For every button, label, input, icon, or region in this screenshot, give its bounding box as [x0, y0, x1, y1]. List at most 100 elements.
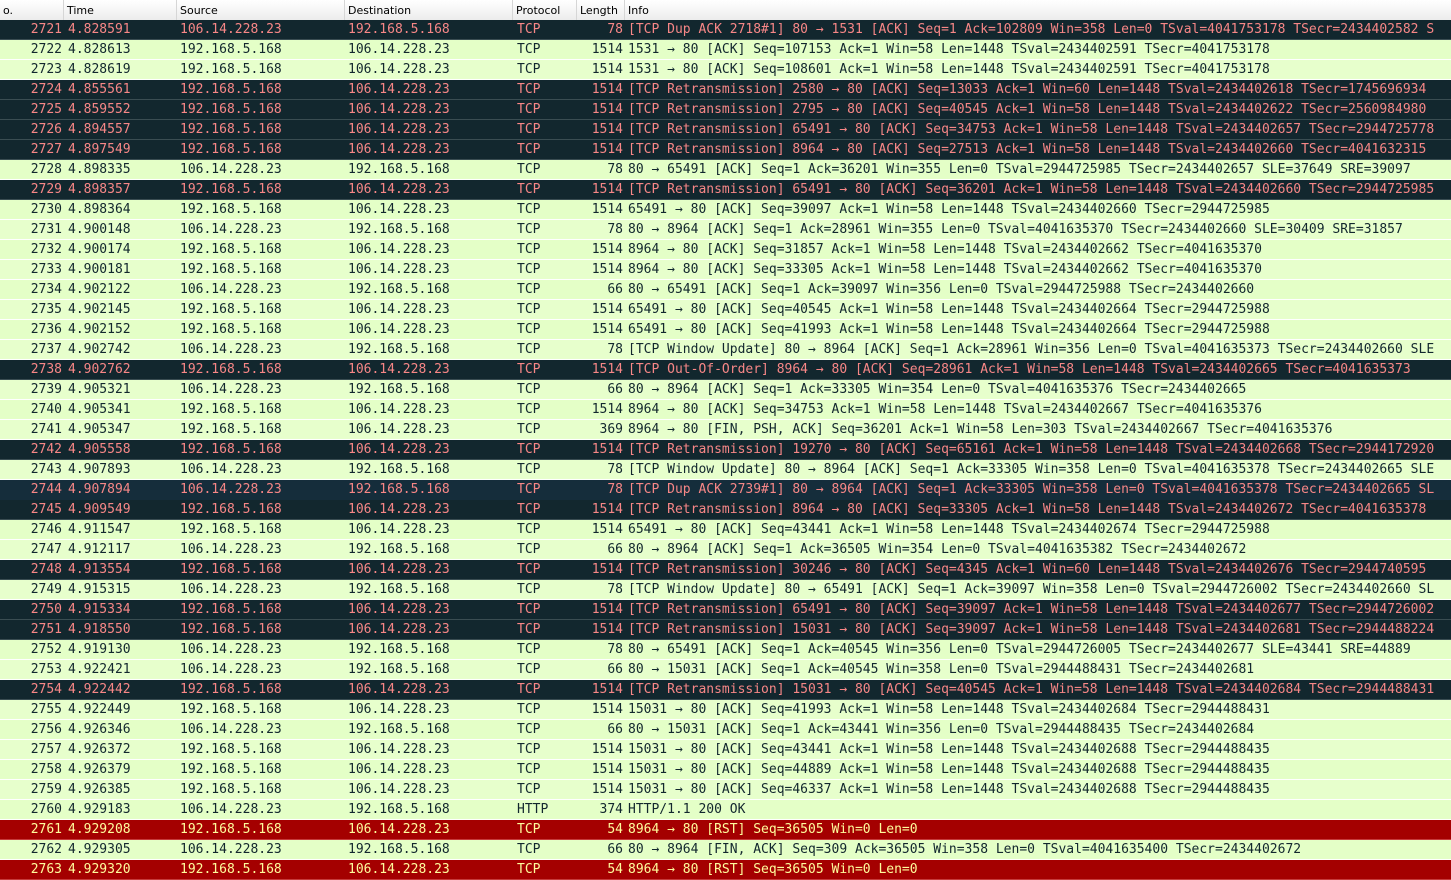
packet-number: 2752	[30, 642, 62, 657]
packet-row[interactable]: 2749 4.915315 106.14.228.23 192.168.5.168 TC…	[0, 580, 1451, 600]
packet-protocol: TCP	[517, 402, 541, 417]
packet-row[interactable]: 2759 4.926385 192.168.5.168 106.14.228.23 TC…	[0, 780, 1451, 800]
packet-row[interactable]: 2730 4.898364 192.168.5.168 106.14.228.23 TC…	[0, 200, 1451, 220]
packet-destination: 192.168.5.168	[348, 22, 450, 37]
packet-row[interactable]: 2754 4.922442 192.168.5.168 106.14.228.23 TC…	[0, 680, 1451, 700]
packet-source: 106.14.228.23	[180, 22, 282, 37]
packet-length: 1514	[591, 242, 623, 257]
packet-number: 2753	[30, 662, 62, 677]
packet-row[interactable]: 2733 4.900181 192.168.5.168 106.14.228.23 TC…	[0, 260, 1451, 280]
packet-protocol: TCP	[517, 622, 541, 637]
packet-protocol: TCP	[517, 362, 541, 377]
packet-row[interactable]: 2728 4.898335 106.14.228.23 192.168.5.168 TC…	[0, 160, 1451, 180]
packet-destination: 192.168.5.168	[348, 282, 450, 297]
packet-time: 4.828619	[68, 62, 131, 77]
packet-row[interactable]: 2737 4.902742 106.14.228.23 192.168.5.168 TC…	[0, 340, 1451, 360]
packet-row[interactable]: 2742 4.905558 192.168.5.168 106.14.228.23 TC…	[0, 440, 1451, 460]
column-header-source[interactable]: Source	[177, 0, 345, 20]
packet-row[interactable]: 2740 4.905341 192.168.5.168 106.14.228.23 TC…	[0, 400, 1451, 420]
packet-time: 4.898357	[68, 182, 131, 197]
packet-number: 2725	[30, 102, 62, 117]
packet-length: 54	[607, 862, 623, 877]
packet-destination: 106.14.228.23	[348, 682, 450, 697]
column-header-no[interactable]: o.	[0, 0, 64, 20]
packet-row[interactable]: 2763 4.929320 192.168.5.168 106.14.228.23 TC…	[0, 860, 1451, 880]
packet-row[interactable]: 2746 4.911547 192.168.5.168 106.14.228.23 TC…	[0, 520, 1451, 540]
packet-row[interactable]: 2741 4.905347 192.168.5.168 106.14.228.23 TC…	[0, 420, 1451, 440]
packet-row[interactable]: 2753 4.922421 106.14.228.23 192.168.5.168 TC…	[0, 660, 1451, 680]
packet-length: 1514	[591, 502, 623, 517]
packet-source: 106.14.228.23	[180, 542, 282, 557]
packet-row[interactable]: 2755 4.922449 192.168.5.168 106.14.228.23 TC…	[0, 700, 1451, 720]
packet-length: 78	[607, 222, 623, 237]
packet-row[interactable]: 2756 4.926346 106.14.228.23 192.168.5.168 TC…	[0, 720, 1451, 740]
packet-protocol: TCP	[517, 342, 541, 357]
packet-protocol: TCP	[517, 542, 541, 557]
packet-number: 2732	[30, 242, 62, 257]
packet-length: 1514	[591, 122, 623, 137]
packet-info: 8964 → 80 [FIN, PSH, ACK] Seq=36201 Ack=…	[628, 422, 1333, 437]
packet-row[interactable]: 2723 4.828619 192.168.5.168 106.14.228.23 TC…	[0, 60, 1451, 80]
packet-number: 2750	[30, 602, 62, 617]
packet-row[interactable]: 2722 4.828613 192.168.5.168 106.14.228.23 TC…	[0, 40, 1451, 60]
packet-number: 2722	[30, 42, 62, 57]
packet-row[interactable]: 2727 4.897549 192.168.5.168 106.14.228.23 TC…	[0, 140, 1451, 160]
packet-row[interactable]: 2725 4.859552 192.168.5.168 106.14.228.23 TC…	[0, 100, 1451, 120]
packet-time: 4.905321	[68, 382, 131, 397]
packet-row[interactable]: 2744 4.907894 106.14.228.23 192.168.5.168 TC…	[0, 480, 1451, 500]
packet-info: 15031 → 80 [ACK] Seq=43441 Ack=1 Win=58 …	[628, 742, 1270, 757]
packet-protocol: TCP	[517, 582, 541, 597]
column-header-length[interactable]: Length	[577, 0, 625, 20]
packet-row[interactable]: 2751 4.918550 192.168.5.168 106.14.228.23 TC…	[0, 620, 1451, 640]
packet-time: 4.922421	[68, 662, 131, 677]
column-header-destination[interactable]: Destination	[345, 0, 513, 20]
packet-row[interactable]: 2762 4.929305 106.14.228.23 192.168.5.168 TC…	[0, 840, 1451, 860]
packet-length: 1514	[591, 62, 623, 77]
packet-row[interactable]: 2745 4.909549 192.168.5.168 106.14.228.23 TC…	[0, 500, 1451, 520]
packet-row[interactable]: 2735 4.902145 192.168.5.168 106.14.228.23 TC…	[0, 300, 1451, 320]
packet-source: 192.168.5.168	[180, 302, 282, 317]
packet-row[interactable]: 2729 4.898357 192.168.5.168 106.14.228.23 TC…	[0, 180, 1451, 200]
packet-protocol: TCP	[517, 162, 541, 177]
packet-row[interactable]: 2736 4.902152 192.168.5.168 106.14.228.23 TC…	[0, 320, 1451, 340]
packet-time: 4.929305	[68, 842, 131, 857]
packet-row[interactable]: 2748 4.913554 192.168.5.168 106.14.228.23 TC…	[0, 560, 1451, 580]
packet-row[interactable]: 2760 4.929183 106.14.228.23 192.168.5.168 HT…	[0, 800, 1451, 820]
packet-row[interactable]: 2761 4.929208 192.168.5.168 106.14.228.23 TC…	[0, 820, 1451, 840]
packet-row[interactable]: 2752 4.919130 106.14.228.23 192.168.5.168 TC…	[0, 640, 1451, 660]
packet-length: 1514	[591, 262, 623, 277]
packet-row[interactable]: 2757 4.926372 192.168.5.168 106.14.228.23 TC…	[0, 740, 1451, 760]
packet-row[interactable]: 2726 4.894557 192.168.5.168 106.14.228.23 TC…	[0, 120, 1451, 140]
packet-time: 4.902145	[68, 302, 131, 317]
packet-info: HTTP/1.1 200 OK	[628, 802, 746, 817]
packet-row[interactable]: 2721 4.828591 106.14.228.23 192.168.5.168 TC…	[0, 20, 1451, 40]
packet-source: 106.14.228.23	[180, 342, 282, 357]
packet-destination: 106.14.228.23	[348, 402, 450, 417]
packet-length: 78	[607, 642, 623, 657]
packet-row[interactable]: 2739 4.905321 106.14.228.23 192.168.5.168 TC…	[0, 380, 1451, 400]
column-header-info[interactable]: Info	[628, 4, 649, 17]
packet-row[interactable]: 2732 4.900174 192.168.5.168 106.14.228.23 TC…	[0, 240, 1451, 260]
packet-destination: 106.14.228.23	[348, 602, 450, 617]
packet-info: [TCP Retransmission] 2580 → 80 [ACK] Seq…	[628, 82, 1427, 97]
packet-row[interactable]: 2734 4.902122 106.14.228.23 192.168.5.168 TC…	[0, 280, 1451, 300]
packet-destination: 106.14.228.23	[348, 782, 450, 797]
packet-protocol: TCP	[517, 602, 541, 617]
packet-protocol: TCP	[517, 102, 541, 117]
packet-row[interactable]: 2758 4.926379 192.168.5.168 106.14.228.23 TC…	[0, 760, 1451, 780]
packet-row[interactable]: 2738 4.902762 192.168.5.168 106.14.228.23 TC…	[0, 360, 1451, 380]
packet-time: 4.922442	[68, 682, 131, 697]
packet-number: 2729	[30, 182, 62, 197]
column-header-time[interactable]: Time	[64, 0, 177, 20]
packet-source: 192.168.5.168	[180, 862, 282, 877]
packet-info: 1531 → 80 [ACK] Seq=107153 Ack=1 Win=58 …	[628, 42, 1270, 57]
packet-row[interactable]: 2747 4.912117 106.14.228.23 192.168.5.168 TC…	[0, 540, 1451, 560]
packet-row[interactable]: 2750 4.915334 192.168.5.168 106.14.228.23 TC…	[0, 600, 1451, 620]
column-header-protocol[interactable]: Protocol	[513, 0, 577, 20]
packet-row[interactable]: 2724 4.855561 192.168.5.168 106.14.228.23 TC…	[0, 80, 1451, 100]
packet-info: [TCP Retransmission] 65491 → 80 [ACK] Se…	[628, 602, 1435, 617]
packet-row[interactable]: 2743 4.907893 106.14.228.23 192.168.5.168 TC…	[0, 460, 1451, 480]
packet-protocol: TCP	[517, 422, 541, 437]
packet-time: 4.900148	[68, 222, 131, 237]
packet-row[interactable]: 2731 4.900148 106.14.228.23 192.168.5.168 TC…	[0, 220, 1451, 240]
